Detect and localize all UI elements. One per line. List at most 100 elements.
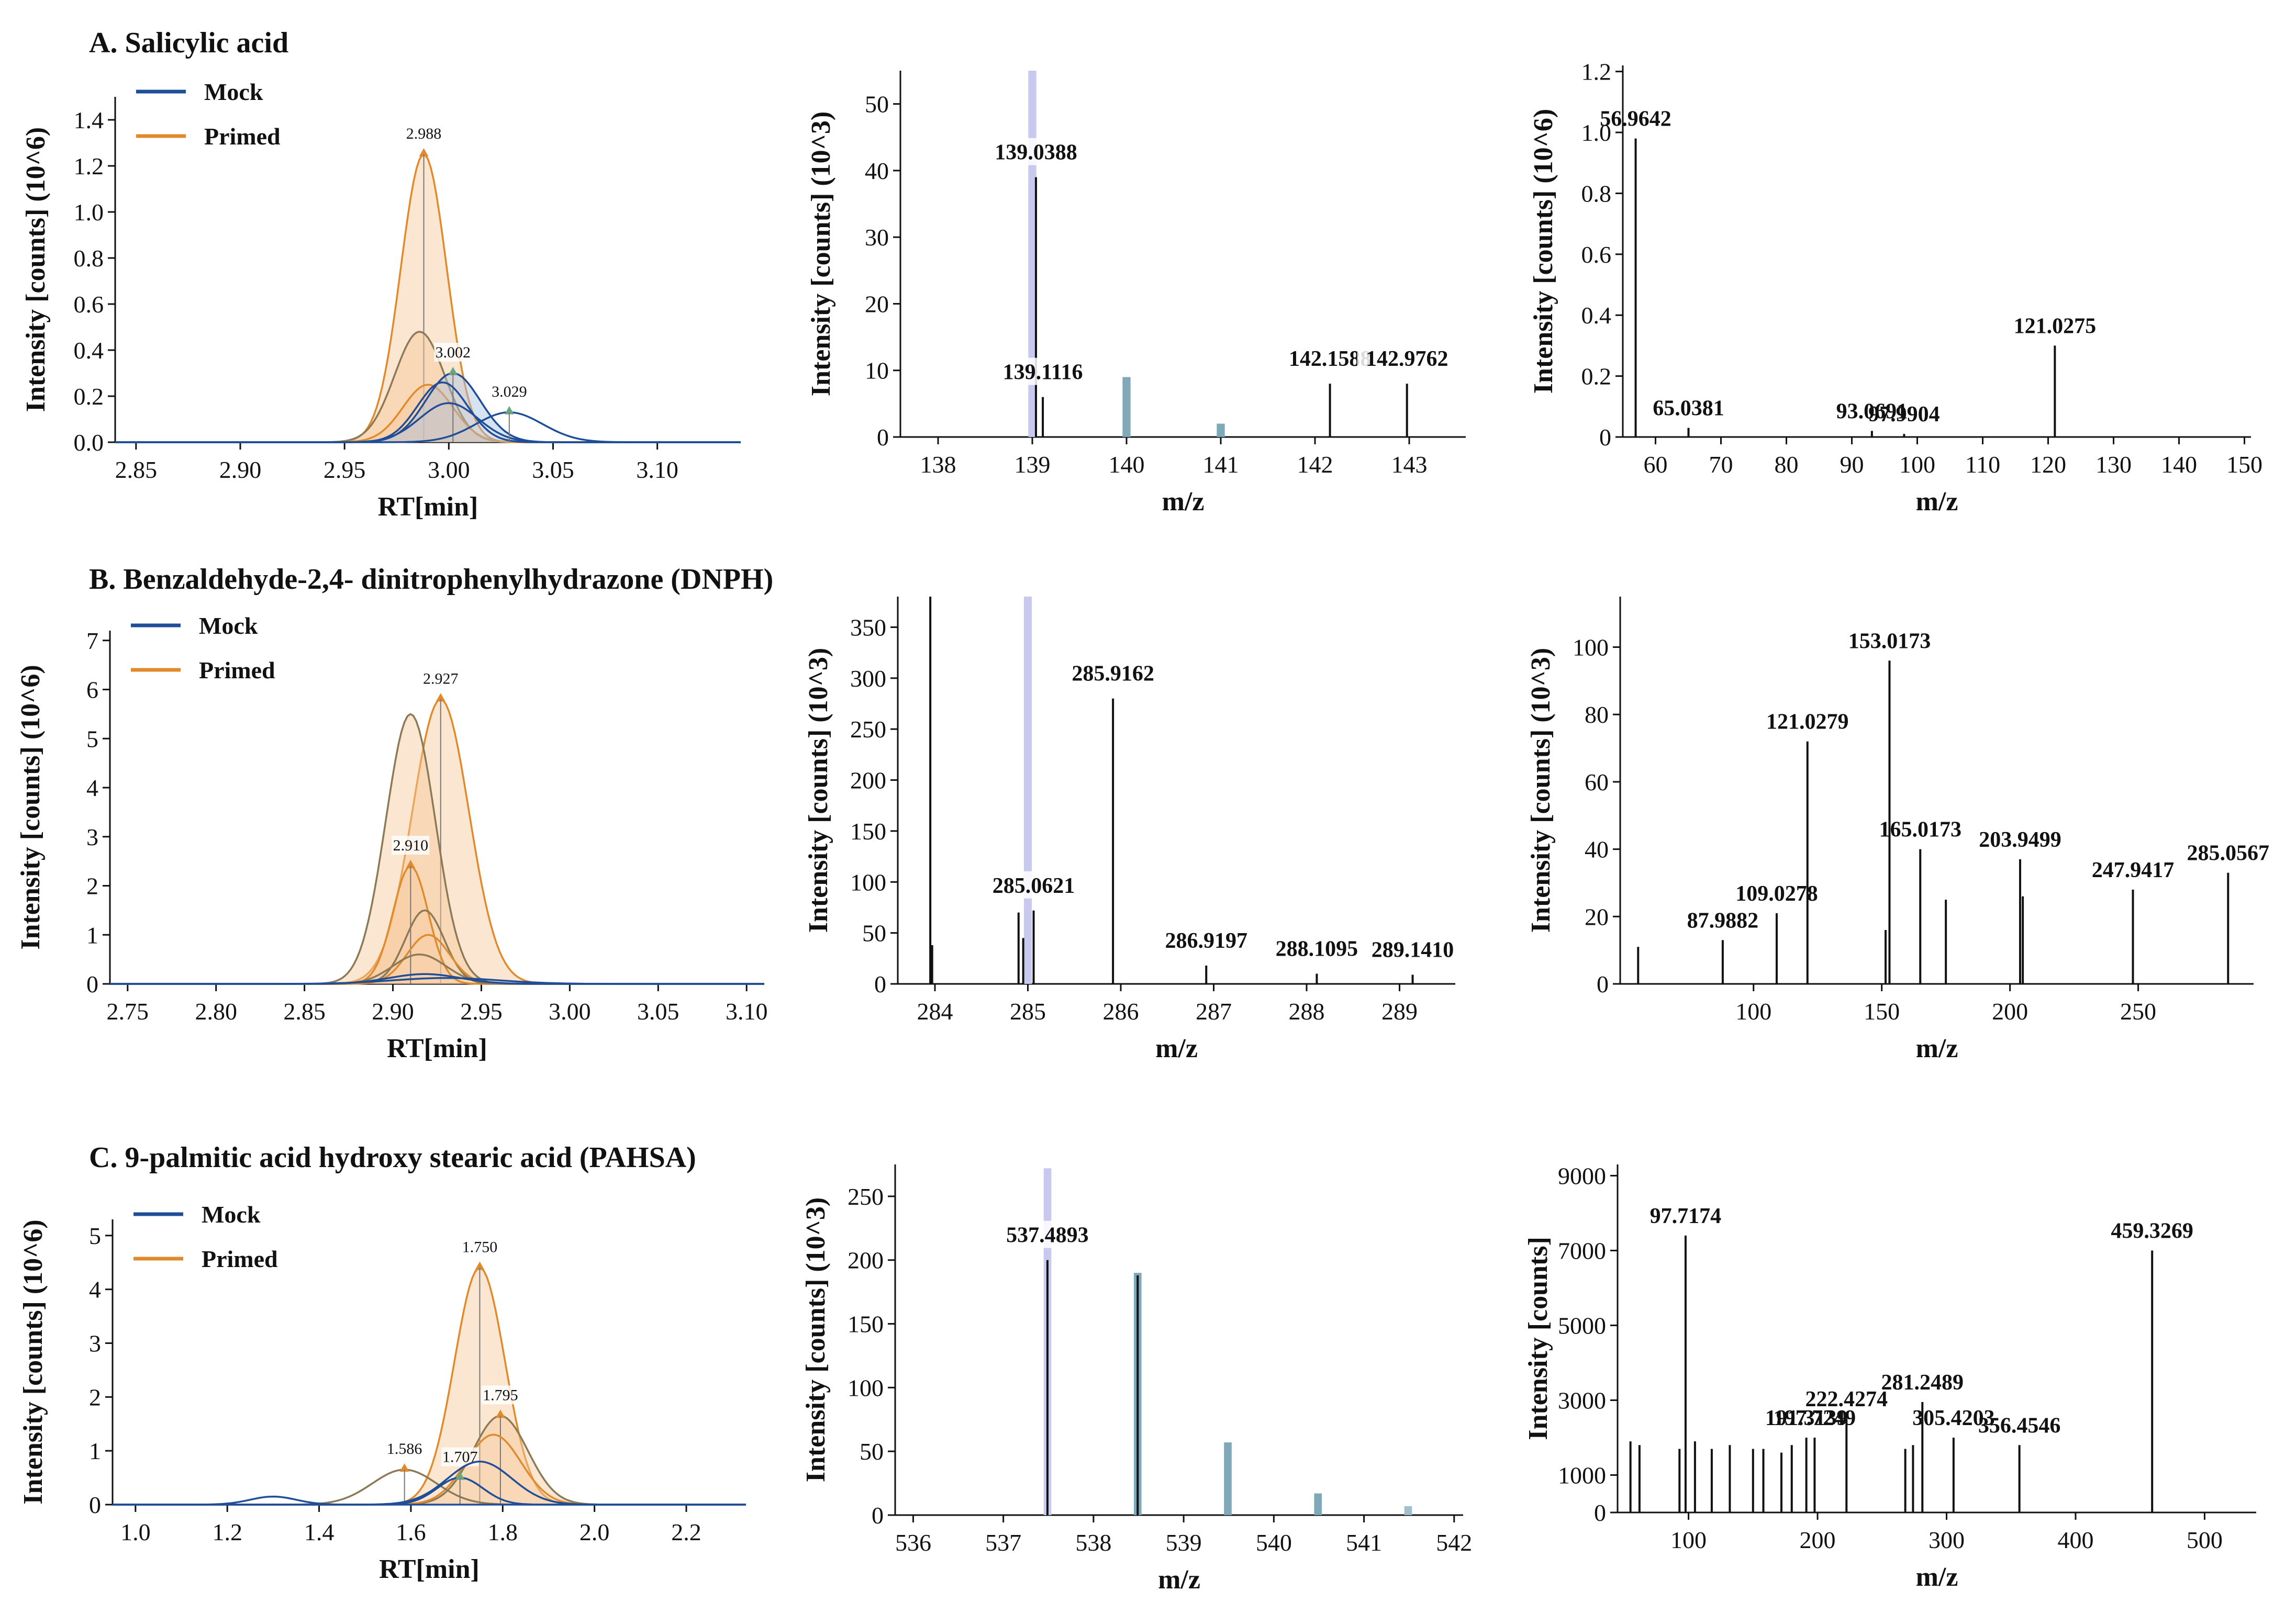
chrom-x-tick-label: 2.85	[115, 456, 158, 483]
chrom-y-tick-label: 0.0	[74, 429, 104, 456]
ms1-isotope-bar	[1314, 1493, 1322, 1515]
chrom-x-tick-label: 2.75	[107, 998, 149, 1025]
ms1-y-tick-label: 0	[877, 424, 889, 451]
ms2-y-tick-label: 0.8	[1581, 180, 1612, 207]
ms2-x-tick-label: 90	[1840, 451, 1864, 478]
chrom-y-tick-label: 1.4	[74, 107, 104, 133]
ms1-x-tick-label: 139	[1015, 451, 1051, 478]
ms1-peak-label: 286.9197	[1165, 929, 1247, 953]
ms2-y-axis-label: Intensity [counts]	[1523, 1237, 1553, 1440]
ms1-x-tick-label: 539	[1166, 1529, 1202, 1556]
chrom-peak-area	[115, 154, 741, 442]
chrom-y-tick-label: 0.4	[74, 337, 104, 364]
ms2-peak-label: 197.7249	[1774, 1406, 1856, 1430]
ms2-y-tick-label: 20	[1585, 903, 1609, 930]
chrom-rt-label-bg	[461, 1237, 499, 1257]
chrom-rt-label-bg	[490, 382, 528, 401]
chrom-x-tick-label: 3.10	[726, 998, 768, 1025]
chrom-y-tick-label: 1	[89, 1438, 101, 1464]
chrom-rt-label: 2.988	[406, 125, 442, 142]
chrom-y-tick-label: 5	[86, 725, 98, 752]
ms2-x-tick-label: 100	[1670, 1527, 1707, 1553]
chrom-y-tick-label: 2	[89, 1384, 101, 1410]
ms1-peak-label-bg	[1357, 344, 1457, 372]
ms2-x-axis-label: m/z	[1916, 1562, 1958, 1592]
legend-label-mock: Mock	[202, 1201, 261, 1228]
ms1-peak-label-bg	[1063, 659, 1163, 687]
chromatogram-panel: 2.85 2.90 2.95 3.00 3.05 3.10 0.0 0.2 0.4 0.6 0.8 1…	[21, 79, 741, 522]
ms2-y-tick-label: 9000	[1558, 1162, 1606, 1189]
ms1-y-tick-label: 0	[874, 971, 886, 997]
ms1-y-axis-label: Intensity [counts] (10^3)	[806, 111, 836, 396]
ms2-y-axis-label: Intensity [counts] (10^6)	[1529, 109, 1558, 394]
ms1-y-tick-label: 20	[865, 290, 889, 317]
ms2-peak-label: 285.0567	[2187, 842, 2270, 866]
chrom-x-tick-label: 1.2	[212, 1519, 242, 1545]
chrom-y-tick-label: 1.2	[74, 153, 104, 180]
ms2-x-tick-label: 300	[1929, 1527, 1965, 1553]
ms2-peak-label: 153.0173	[1848, 629, 1931, 653]
ms2-x-tick-label: 500	[2187, 1527, 2223, 1553]
ms2-y-tick-label: 7000	[1558, 1237, 1606, 1264]
ms1-x-axis-label: m/z	[1158, 1565, 1200, 1595]
ms2-y-tick-label: 5000	[1558, 1312, 1606, 1339]
ms2-peak-label: 109.0278	[1735, 882, 1818, 906]
ms1-x-axis-label: m/z	[1162, 487, 1205, 517]
chrom-trace	[113, 1495, 746, 1506]
chrom-rt-label-bg	[405, 124, 443, 143]
chrom-y-tick-label: 0.2	[74, 383, 104, 410]
ms2-x-tick-label: 70	[1709, 451, 1733, 478]
ms2-x-tick-label: 250	[2120, 998, 2156, 1025]
ms2-x-tick-label: 80	[1775, 451, 1799, 478]
chrom-x-tick-label: 3.05	[532, 456, 574, 483]
chrom-x-tick-label: 2.85	[283, 998, 326, 1025]
ms1-peak-label: 537.4893	[1006, 1224, 1089, 1248]
chrom-y-tick-label: 5	[89, 1223, 101, 1249]
section-title-a: A. Salicylic acid	[89, 27, 288, 59]
ms1-y-axis-label: Intensity [counts] (10^3)	[804, 648, 833, 933]
ms2-y-tick-label: 0.4	[1581, 302, 1612, 329]
ms1-panel: 138 139 140 141 142 143 0 10 20 30 40 50 m/z Intensit…	[806, 71, 1466, 517]
ms1-x-tick-label: 538	[1075, 1529, 1111, 1556]
ms2-x-tick-label: 150	[2226, 451, 2262, 478]
chrom-x-tick-label: 2.90	[372, 998, 414, 1025]
chrom-rt-label: 2.910	[393, 837, 429, 854]
ms1-x-tick-label: 541	[1346, 1529, 1382, 1556]
ms2-y-tick-label: 100	[1573, 634, 1609, 661]
chrom-y-tick-label: 0.6	[74, 291, 104, 318]
section-a: A. Salicylic acid 2.85 2.90 2.95 3.00 3.05 3.…	[21, 27, 2262, 522]
ms1-x-axis-label: m/z	[1155, 1034, 1198, 1063]
ms1-y-tick-label: 100	[848, 1374, 884, 1401]
ms2-x-tick-label: 120	[2030, 451, 2066, 478]
chrom-y-tick-label: 2	[86, 873, 98, 900]
ms1-peak-label-bg	[984, 871, 1084, 899]
ms1-y-tick-label: 250	[850, 716, 886, 743]
ms1-peak-label: 285.0621	[993, 874, 1075, 898]
ms1-peak-label: 285.9162	[1072, 662, 1154, 686]
chrom-rt-label: 1.586	[387, 1440, 422, 1458]
section-b: B. Benzaldehyde-2,4- dinitrophenylhydraz…	[16, 563, 2269, 1063]
chrom-x-tick-label: 1.0	[120, 1519, 151, 1545]
chrom-x-tick-label: 3.00	[549, 998, 591, 1025]
chrom-apex-marker	[436, 693, 445, 702]
chrom-apex-marker	[406, 860, 416, 868]
ms2-peak-label: 459.3269	[2111, 1219, 2193, 1243]
chrom-rt-label-bg	[385, 1439, 423, 1459]
ms1-y-tick-label: 50	[860, 1438, 884, 1465]
ms1-y-tick-label: 40	[865, 158, 889, 184]
chrom-rt-label: 3.029	[492, 383, 527, 400]
ms1-isotope-bar	[1404, 1506, 1412, 1515]
chrom-apex-marker	[448, 367, 458, 375]
chromatogram-panel: 1.0 1.2 1.4 1.6 1.8 2.0 2.2 0 1 2 3 4 5 RT[min] Intens…	[18, 1201, 746, 1584]
chrom-trace	[115, 411, 741, 443]
chrom-rt-label-bg	[392, 836, 430, 855]
ms2-x-tick-label: 60	[1644, 451, 1668, 478]
chrom-apex-marker	[419, 148, 429, 156]
legend-label-primed: Primed	[204, 123, 281, 150]
ms1-peak-label-bg	[1267, 934, 1367, 962]
ms1-x-tick-label: 540	[1256, 1529, 1292, 1556]
chrom-y-axis-label: Intensity [counts] (10^6)	[18, 1219, 48, 1504]
ms2-peak-label: 97.9904	[1868, 402, 1940, 427]
ms2-peak-label: 281.2489	[1881, 1371, 1964, 1395]
